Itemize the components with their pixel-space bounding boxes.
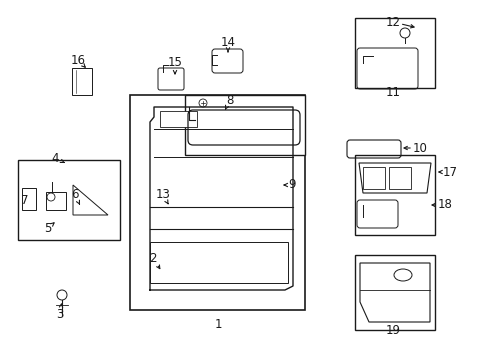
- Bar: [130, 95, 305, 310]
- Text: 5: 5: [44, 221, 52, 234]
- Text: 2: 2: [149, 252, 157, 265]
- Bar: [354, 155, 434, 235]
- Bar: [362, 167, 384, 189]
- Bar: [388, 167, 410, 189]
- Text: 9: 9: [287, 179, 295, 192]
- Text: 3: 3: [56, 309, 63, 321]
- Text: 17: 17: [442, 166, 457, 179]
- Text: 10: 10: [412, 141, 427, 154]
- Bar: [184, 95, 305, 155]
- Text: 18: 18: [437, 198, 451, 211]
- Text: 7: 7: [21, 194, 29, 207]
- Bar: [150, 242, 287, 283]
- Bar: [72, 68, 92, 95]
- Bar: [354, 18, 434, 88]
- Text: 19: 19: [385, 324, 400, 337]
- Bar: [160, 111, 197, 127]
- Text: 12: 12: [385, 15, 400, 28]
- Text: 15: 15: [167, 57, 182, 69]
- Text: 16: 16: [70, 54, 85, 67]
- Text: 6: 6: [71, 189, 79, 202]
- Text: 8: 8: [226, 94, 233, 107]
- Bar: [46, 192, 66, 210]
- Text: 11: 11: [385, 86, 400, 99]
- Text: 1: 1: [214, 319, 221, 332]
- Bar: [354, 255, 434, 330]
- Text: 13: 13: [155, 189, 170, 202]
- Bar: [18, 160, 120, 240]
- Text: 14: 14: [220, 36, 235, 49]
- Text: 4: 4: [51, 152, 59, 165]
- Bar: [22, 188, 36, 210]
